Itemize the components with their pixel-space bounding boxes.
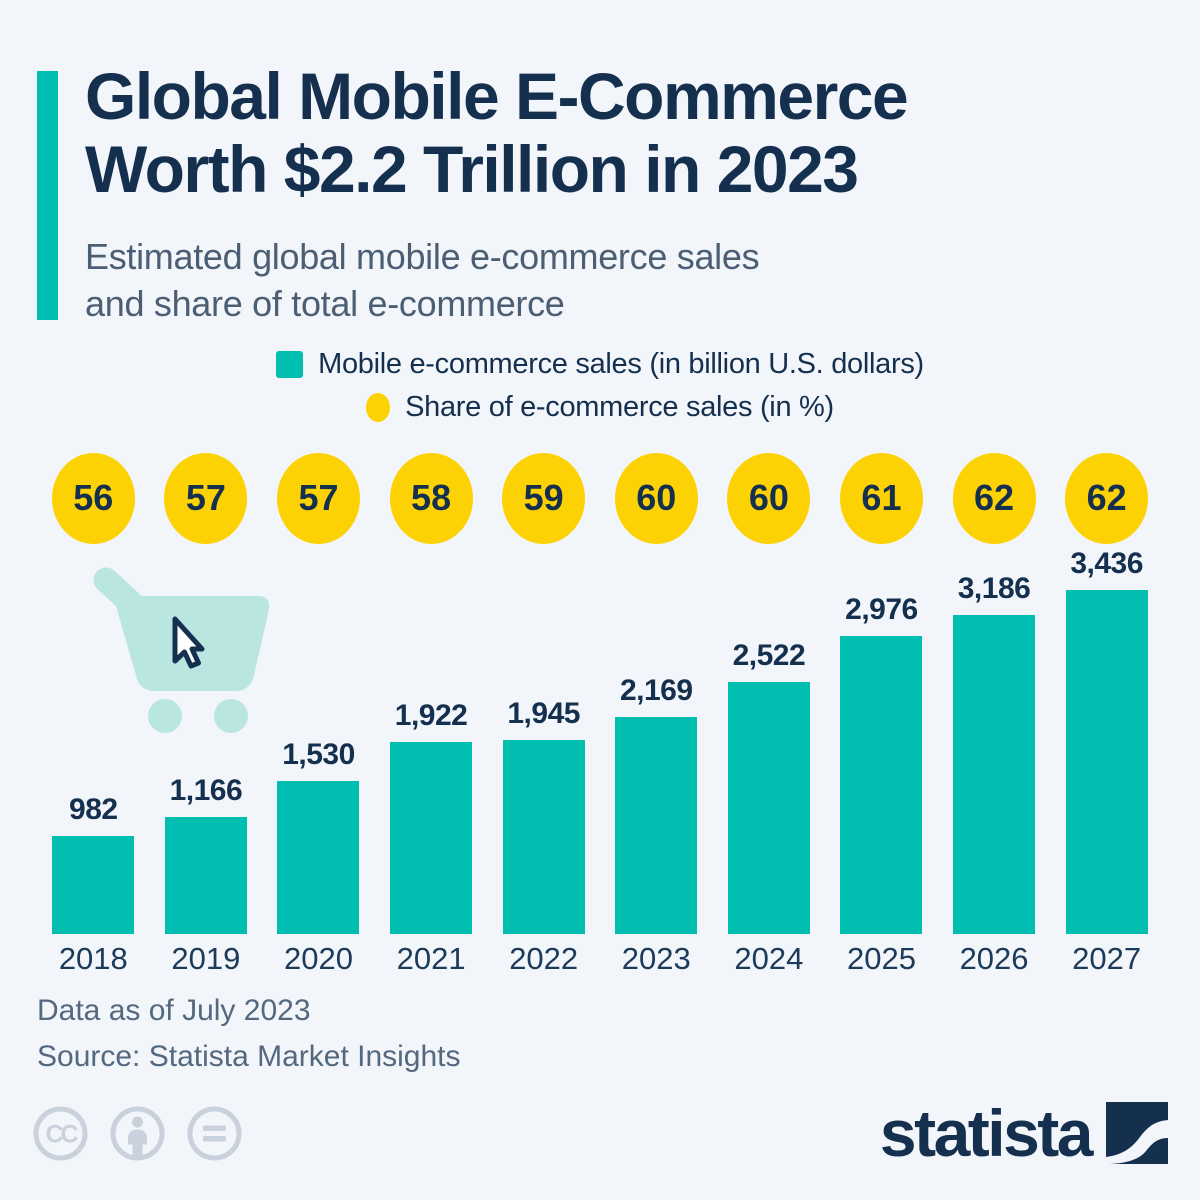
share-cell-2027: 62	[1050, 452, 1163, 544]
chart: 56 57 57 58 59 60 60 61 62 62 982 1,166 1,530 1,922 1…	[37, 452, 1163, 977]
share-cell-2026: 62	[938, 452, 1051, 544]
no-derivatives-equals-icon	[187, 1106, 242, 1160]
bar-column-2022: 1,945	[487, 696, 600, 934]
bar-column-2018: 982	[37, 793, 150, 934]
bar-2020	[277, 781, 360, 934]
legend-item-bars: Mobile e-commerce sales (in billion U.S.…	[276, 348, 924, 381]
year-label-2027: 2027	[1072, 941, 1142, 976]
bar-value-label-2021: 1,922	[394, 698, 468, 732]
subtitle: Estimated global mobile e-commerce sales…	[85, 233, 760, 327]
bar-2018	[52, 835, 135, 934]
year-label-2018: 2018	[58, 941, 128, 976]
attribution-person-icon	[110, 1106, 165, 1160]
bar-column-2024: 2,522	[713, 639, 826, 934]
bar-column-2026: 3,186	[938, 572, 1051, 934]
title-line-1: Global Mobile E-Commerce	[85, 59, 909, 133]
title-line-2: Worth $2.2 Trillion in 2023	[85, 132, 859, 206]
bar-2024	[727, 681, 810, 934]
share-cell-2019: 57	[150, 452, 263, 544]
bar-column-2021: 1,922	[375, 699, 488, 934]
share-value-2019: 57	[164, 452, 248, 544]
year-label-2023: 2023	[621, 941, 691, 976]
share-value-2021: 58	[389, 452, 473, 544]
share-cell-2018: 56	[37, 452, 150, 544]
bar-value-label-2020: 1,530	[282, 738, 355, 771]
bars-row: 982 1,166 1,530 1,922 1,945 2,169 2,522 2,976 3,…	[37, 544, 1163, 934]
subtitle-line-2: and share of total e-commerce	[85, 283, 565, 324]
bar-series-swatch-icon	[276, 351, 304, 378]
share-value-2022: 59	[502, 452, 586, 544]
statista-logo-mark-icon	[1106, 1102, 1168, 1164]
share-value-2026: 62	[952, 452, 1036, 544]
share-value-2027: 62	[1065, 452, 1149, 544]
bar-2025	[840, 636, 923, 934]
statista-logo-text: statista	[879, 1096, 1094, 1170]
share-value-2025: 61	[839, 452, 923, 544]
legend: Mobile e-commerce sales (in billion U.S.…	[0, 348, 1200, 424]
bar-2027	[1065, 590, 1148, 934]
year-label-2021: 2021	[396, 941, 466, 976]
subtitle-line-1: Estimated global mobile e-commerce sales	[85, 236, 760, 277]
bar-2019	[164, 817, 247, 934]
legend-item-share: Share of e-commerce sales (in %)	[366, 391, 834, 424]
share-cell-2025: 61	[825, 452, 938, 544]
data-as-of-note: Data as of July 2023	[37, 994, 311, 1027]
bar-value-label-2018: 982	[69, 792, 118, 826]
years-row: 2018 2019 2020 2021 2022 2023 2024 2025 2026 2027	[37, 941, 1163, 977]
bar-2026	[953, 615, 1036, 934]
legend-share-label: Share of e-commerce sales (in %)	[405, 391, 834, 423]
share-cell-2022: 59	[487, 452, 600, 544]
bar-column-2025: 2,976	[825, 593, 938, 934]
bar-value-label-2023: 2,169	[619, 674, 693, 708]
year-label-2022: 2022	[509, 941, 579, 976]
bar-2023	[615, 717, 698, 934]
bar-value-label-2026: 3,186	[957, 572, 1031, 606]
bar-2022	[502, 739, 585, 934]
share-series-swatch-icon	[366, 393, 391, 422]
legend-bars-label: Mobile e-commerce sales (in billion U.S.…	[318, 348, 924, 380]
share-value-2020: 57	[276, 452, 360, 544]
share-circles-row: 56 57 57 58 59 60 60 61 62 62	[37, 452, 1163, 544]
bar-column-2027: 3,436	[1050, 547, 1163, 934]
year-label-2019: 2019	[171, 941, 241, 976]
bar-value-label-2025: 2,976	[845, 593, 918, 627]
shopping-cart-cursor-icon	[93, 567, 270, 733]
source-note: Source: Statista Market Insights	[37, 1040, 461, 1073]
share-cell-2023: 60	[600, 452, 713, 544]
title-accent-bar	[37, 71, 58, 320]
page-title: Global Mobile E-Commerce Worth $2.2 Tril…	[85, 59, 909, 206]
statista-logo: statista	[879, 1096, 1168, 1170]
share-value-2024: 60	[727, 452, 811, 544]
share-cell-2020: 57	[262, 452, 375, 544]
year-label-2025: 2025	[846, 941, 916, 976]
bar-column-2019: 1,166	[150, 774, 263, 934]
bar-value-label-2027: 3,436	[1070, 547, 1143, 581]
share-value-2023: 60	[614, 452, 698, 544]
share-value-2018: 56	[51, 452, 135, 544]
cursor-arrow-icon	[172, 616, 205, 669]
year-label-2020: 2020	[284, 941, 353, 976]
share-cell-2021: 58	[375, 452, 488, 544]
bar-value-label-2024: 2,522	[732, 638, 806, 672]
bar-column-2020: 1,530	[262, 738, 375, 934]
bar-2021	[390, 741, 473, 934]
creative-commons-icon: CC	[33, 1106, 88, 1160]
license-icons: CC	[32, 1105, 243, 1162]
bar-column-2023: 2,169	[600, 674, 713, 934]
share-cell-2024: 60	[713, 452, 826, 544]
year-label-2026: 2026	[959, 941, 1029, 976]
bar-value-label-2019: 1,166	[169, 774, 243, 808]
footer-notes: Data as of July 2023 Source: Statista Ma…	[37, 988, 461, 1080]
bar-value-label-2022: 1,945	[507, 696, 580, 730]
year-label-2024: 2024	[734, 941, 804, 976]
bottom-bar: CC statista	[32, 1098, 1168, 1168]
svg-text:CC: CC	[45, 1120, 78, 1148]
